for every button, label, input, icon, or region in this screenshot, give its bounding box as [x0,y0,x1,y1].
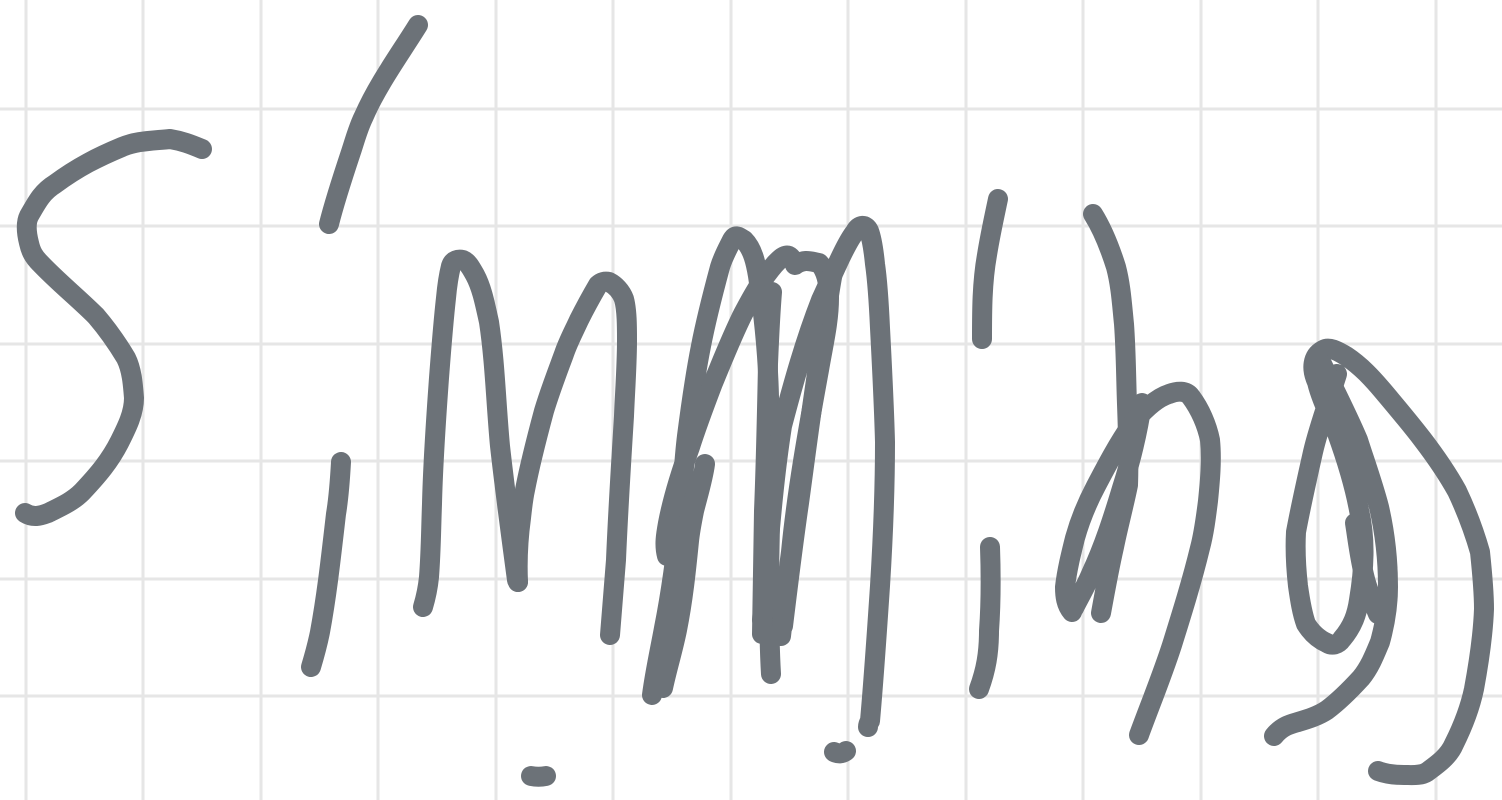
ink-stroke-slash-1 [319,15,428,234]
ink-stroke-scribble-6 [752,215,895,737]
ink-stroke-i-top [972,189,1008,349]
ink-stroke-loop-3 [1345,513,1388,624]
ink-stroke-scribble-3 [653,454,715,698]
ink-stroke-m-1 [413,249,528,617]
ink-stroke-h-1 [1083,204,1139,623]
ink-stroke-slash-2 [301,452,351,677]
ink-stroke-scribble-5 [773,262,843,636]
ink-stroke-m-2 [507,271,637,645]
ink-stroke-loop-2 [1264,354,1398,746]
ink-stroke-dot-2 [824,741,856,764]
ink-stroke-dot-1 [521,766,556,787]
ink-stroke-s [15,129,212,526]
ink-stroke-i-bottom [969,537,1001,699]
ink-strokes [15,15,1494,787]
ink-stroke-h-2 [1055,381,1221,745]
ink-stroke-h-3 [1064,393,1152,618]
